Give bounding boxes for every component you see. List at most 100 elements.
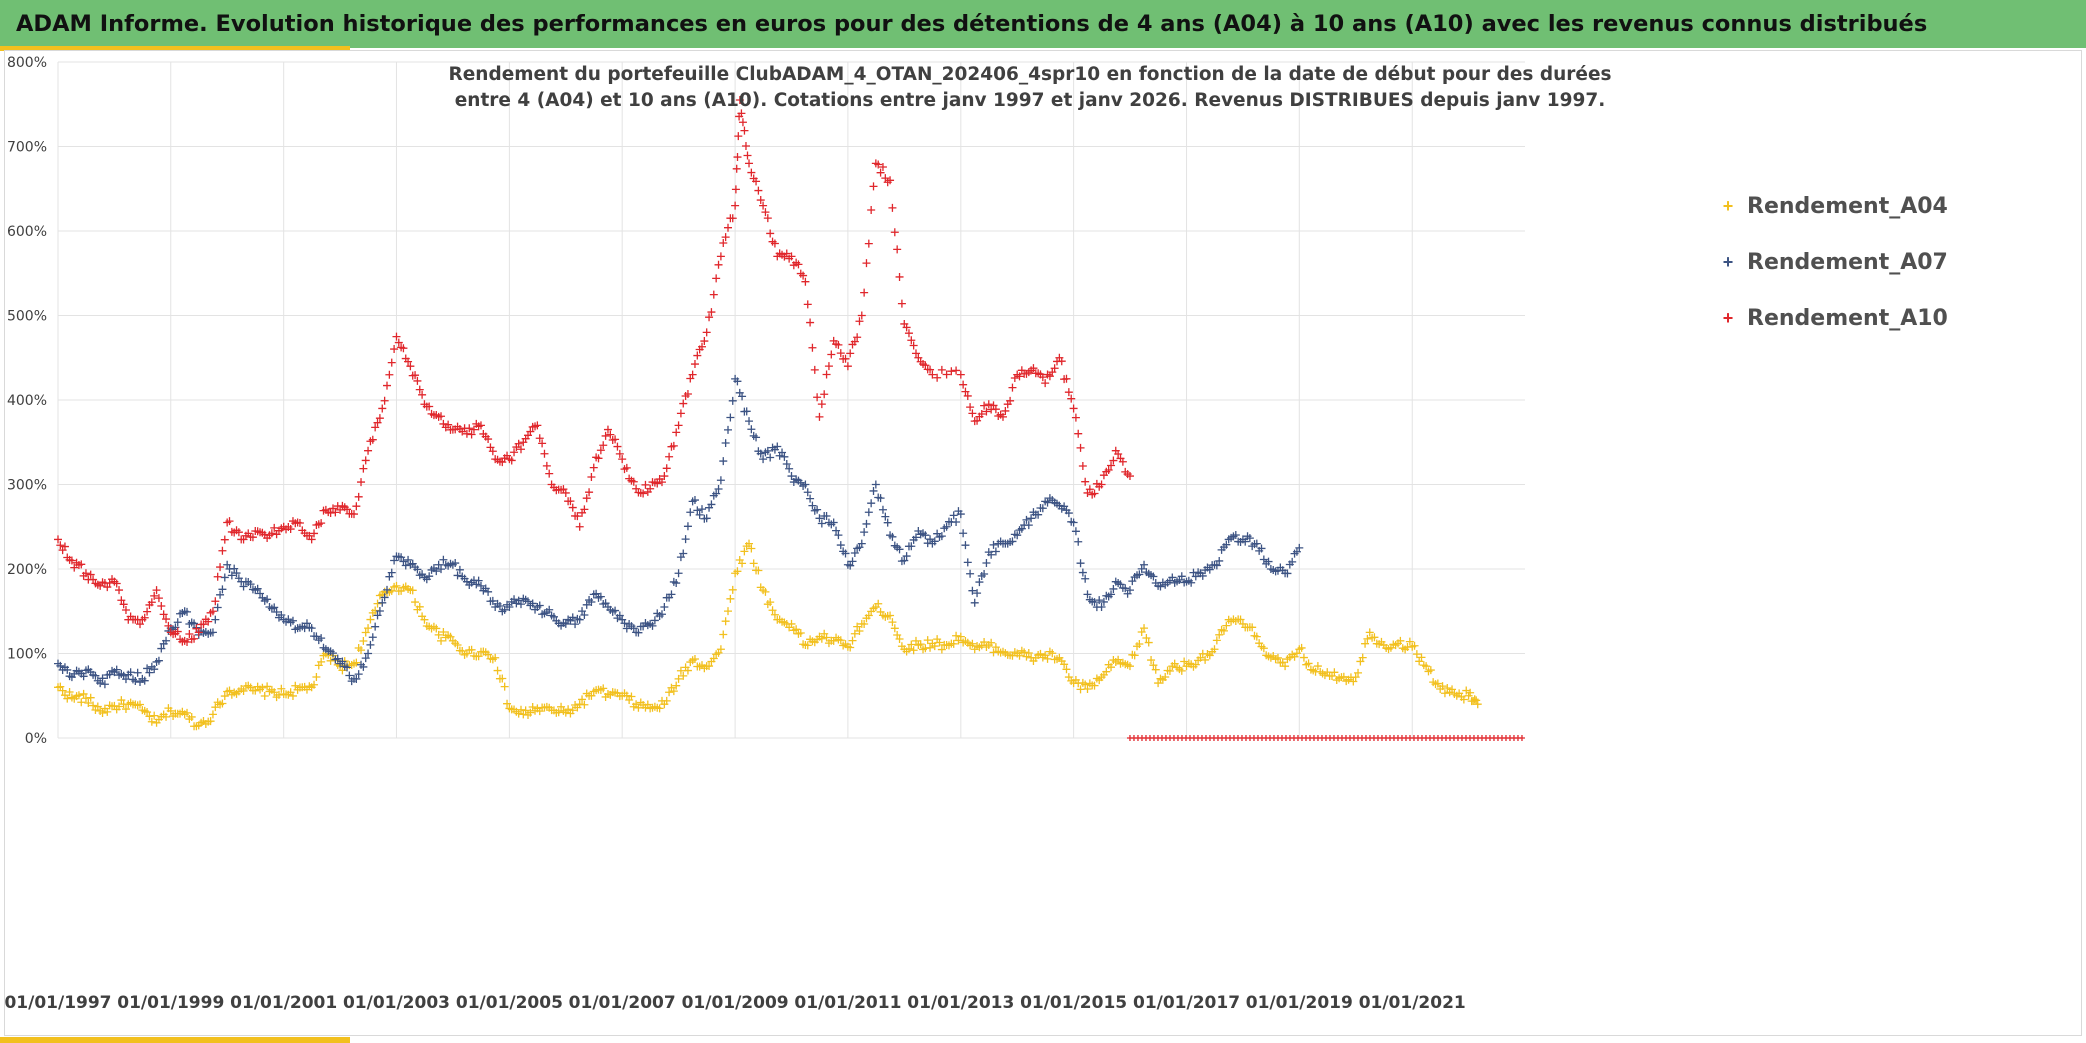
data-point [620, 619, 629, 628]
data-point [1074, 429, 1083, 438]
data-point [895, 545, 904, 554]
data-point [893, 245, 902, 254]
legend-marker-a04: + [1722, 195, 1734, 216]
data-point [1198, 571, 1207, 580]
data-point [815, 412, 824, 421]
data-point [1064, 388, 1073, 397]
data-point [63, 694, 72, 703]
data-point [173, 618, 182, 627]
legend-label-a10: Rendement_A10 [1747, 305, 1948, 331]
data-point [867, 206, 876, 215]
data-point [698, 342, 707, 351]
data-point [115, 586, 124, 595]
data-point [864, 508, 873, 517]
data-point [117, 696, 126, 705]
data-point [474, 576, 483, 585]
data-point [930, 537, 939, 546]
data-point [641, 480, 650, 489]
data-point [1177, 572, 1186, 581]
data-point [836, 541, 845, 550]
data-point [495, 602, 504, 611]
data-point [1140, 624, 1149, 633]
data-point [535, 434, 544, 443]
title-banner: ADAM Informe. Evolution historique des p… [0, 0, 2086, 48]
data-point [907, 640, 916, 649]
data-point [223, 560, 232, 569]
data-point [933, 373, 942, 382]
data-point [345, 671, 354, 680]
data-point [1210, 645, 1219, 654]
data-point [683, 522, 692, 531]
data-point [705, 662, 714, 671]
x-tick-label: 01/01/2015 [1020, 993, 1127, 1013]
data-point [982, 407, 991, 416]
data-point [270, 603, 279, 612]
data-point [810, 365, 819, 374]
data-point [1135, 570, 1144, 579]
data-point [56, 661, 65, 670]
data-point [140, 676, 149, 685]
data-point [1118, 457, 1127, 466]
data-point [343, 505, 352, 514]
data-point [667, 590, 676, 599]
data-point [911, 533, 920, 542]
data-point [145, 712, 154, 721]
data-point [56, 541, 65, 550]
data-point [434, 630, 443, 639]
data-point [503, 699, 512, 708]
data-point [803, 300, 812, 309]
data-point [183, 638, 192, 647]
y-tick-label: 200% [7, 562, 47, 578]
accent-bar-top [0, 46, 350, 51]
legend-marker-a10: + [1722, 307, 1734, 328]
data-point [991, 643, 1000, 652]
data-point [1438, 682, 1447, 691]
data-point [561, 619, 570, 628]
data-point [147, 598, 156, 607]
data-point [676, 666, 685, 675]
data-point [622, 691, 631, 700]
data-point [820, 390, 829, 399]
data-point [622, 624, 631, 633]
data-point [1422, 662, 1431, 671]
data-point [770, 610, 779, 619]
data-point [272, 607, 281, 616]
data-point [874, 160, 883, 169]
y-tick-label: 0% [25, 731, 47, 747]
data-point [721, 233, 730, 242]
data-point [867, 499, 876, 508]
data-point [484, 650, 493, 659]
data-point [230, 564, 239, 573]
data-point [371, 622, 380, 631]
data-point [959, 380, 968, 389]
data-point [1125, 586, 1134, 595]
data-point [1259, 644, 1268, 653]
data-point [267, 529, 276, 538]
data-point [674, 569, 683, 578]
data-point [785, 464, 794, 473]
data-point [1358, 653, 1367, 662]
data-point [465, 424, 474, 433]
data-point [1212, 636, 1221, 645]
data-point [956, 632, 965, 641]
data-point [662, 696, 671, 705]
data-point [1299, 653, 1308, 662]
data-point [991, 547, 1000, 556]
data-point [91, 671, 100, 680]
data-point [545, 605, 554, 614]
data-point [822, 512, 831, 521]
data-point [361, 456, 370, 465]
data-point [349, 510, 358, 519]
data-point [956, 510, 965, 519]
data-point [766, 598, 775, 607]
data-point [909, 341, 918, 350]
data-point [432, 624, 441, 633]
data-point [152, 586, 161, 595]
data-point [737, 109, 746, 118]
data-point [270, 688, 279, 697]
data-point [782, 249, 791, 258]
data-point [380, 396, 389, 405]
data-point [77, 560, 86, 569]
data-point [60, 542, 69, 551]
